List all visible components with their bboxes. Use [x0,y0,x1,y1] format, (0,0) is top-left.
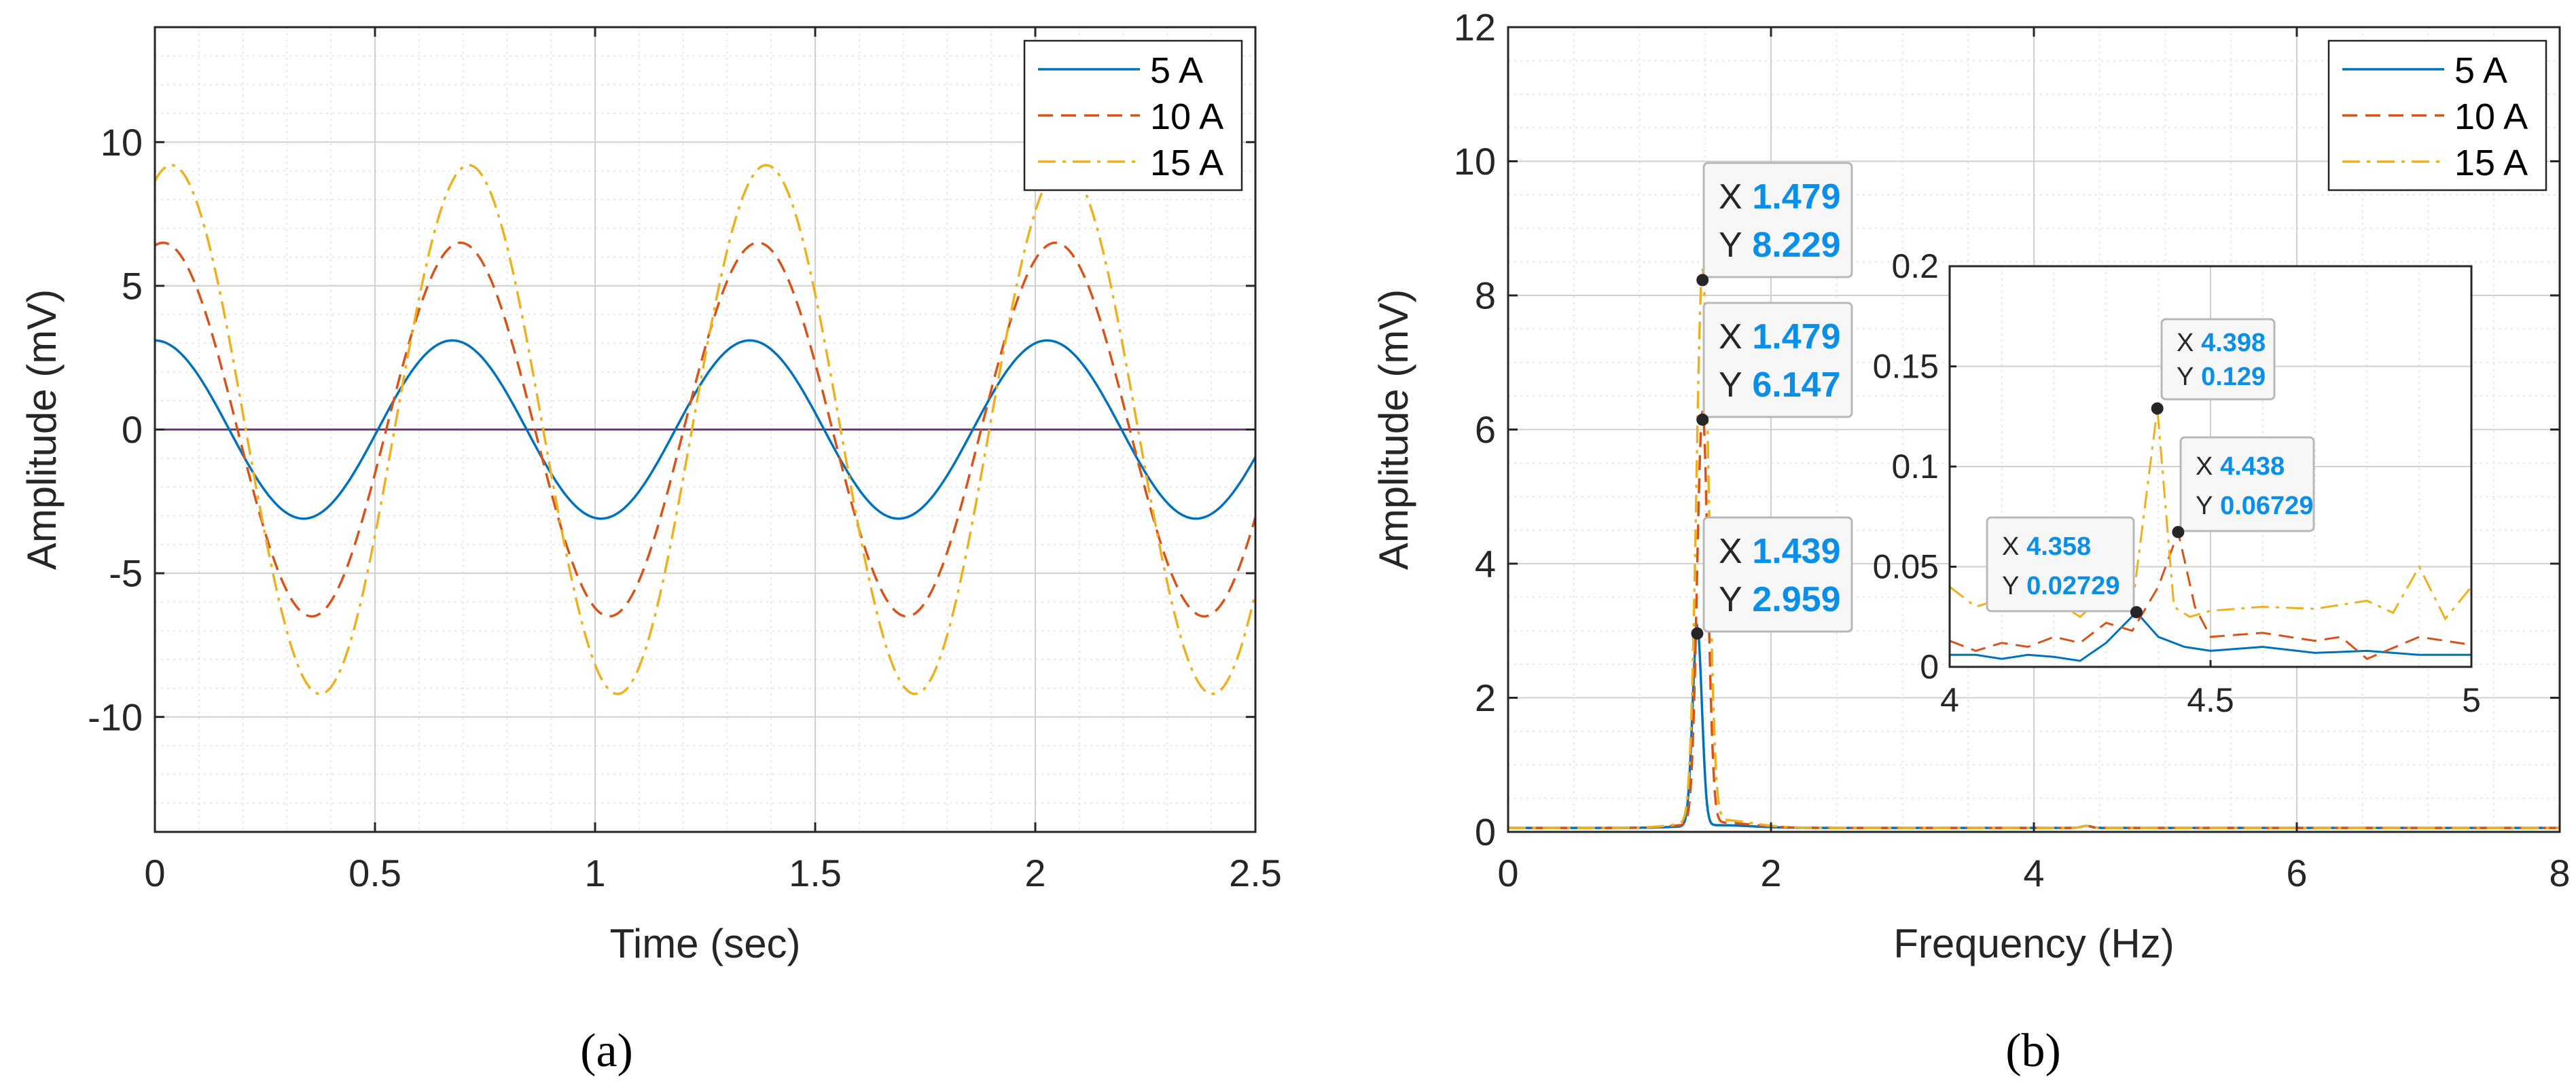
inset-datatip-3-y-label: Y [2002,572,2019,600]
panel-b-datatip-2-y-label: Y [1719,365,1742,405]
panel-a-x-tick-label: 0.5 [348,852,401,894]
panel-b-series-3 [1508,268,2560,829]
inset-datatip-2-x-value: 4.438 [2220,452,2285,481]
panel-b-datatip-3-x-value: 1.439 [1752,532,1840,571]
inset-datatip-1-y-value: 0.129 [2201,363,2266,391]
inset-datatip-1-x-label: X [2177,329,2194,357]
panel-a-x-tick-label: 2.5 [1229,852,1282,894]
inset-series-3 [1949,408,2473,621]
inset-datatip-1-y-label: Y [2177,363,2194,391]
inset-series-1 [1950,611,2471,662]
panel-b-datatip-2-marker [1696,413,1709,426]
panel-b-datatip-1-box [1702,162,1853,278]
panel-b-caption: (b) [2005,1025,2061,1077]
panel-b-datatip-2-box [1702,302,1853,418]
panel-b-legend-label-3: 15 A [2454,143,2528,183]
panel-a-x-tick-label: 1 [584,852,605,894]
inset-datatip-3-x-value: 4.358 [2026,532,2091,561]
panel-a-legend-label-3: 15 A [1150,143,1223,183]
inset-datatip-2-x-label: X [2196,452,2213,481]
inset-datatip-1-marker [2151,402,2164,415]
inset-datatip-2-y-value: 0.06729 [2220,492,2313,520]
inset-datatip-2-box [2179,436,2315,532]
panel-b-legend-label-1: 5 A [2454,50,2507,91]
panel-a-y-tick-label: 0 [122,408,143,451]
inset-y-tick-label: 0.15 [1873,348,1939,386]
inset-datatip-2-y-label: Y [2196,492,2213,520]
inset-x-tick-label: 5 [2462,681,2481,719]
inset-datatip-1-box [2160,318,2276,401]
panel-b-datatip-1-y-label: Y [1719,225,1742,265]
panel-a-x-tick-label: 2 [1024,852,1045,894]
inset-y-tick-label: 0.2 [1891,247,1939,285]
panel-b-datatip-3-y-value: 2.959 [1752,580,1840,619]
panel-a-x-axis-label: Time (sec) [609,921,800,966]
panel-b-y-tick-label: 10 [1454,140,1496,183]
inset-y-tick-label: 0.05 [1873,548,1939,586]
inset-datatip-2-marker [2172,526,2185,539]
panel-a-series-2 [154,241,1257,618]
inset-datatip-3-box [1986,516,2135,613]
panel-a-y-tick-label: -5 [109,552,143,595]
panel-a-legend-label-1: 5 A [1150,50,1203,91]
panel-a-y-axis-label: Amplitude (mV) [19,289,65,570]
panel-b-datatip-1-marker [1696,274,1709,287]
panel-b-x-tick-label: 2 [1760,852,1781,894]
panel-a-legend: 5 A 10 A 15 A [1023,39,1243,192]
panel-b-legend: 5 A 10 A 15 A [2327,39,2547,192]
inset-datatip-1-x-value: 4.398 [2201,329,2266,357]
panel-b-y-tick-label: 2 [1475,676,1496,719]
panel-b-x-axis-label: Frequency (Hz) [1893,921,2174,966]
panel-a-series [154,164,1257,695]
panel-a-series-1 [154,339,1257,520]
panel-a-y-tick-label: -10 [88,695,143,738]
panel-b: 0 2 4 6 8 0 2 4 6 8 10 12 Frequency (Hz) Amplitude … [1371,6,2571,1077]
panel-a-caption: (a) [580,1025,633,1077]
inset-y-tick-label: 0.1 [1891,448,1939,486]
panel-b-y-tick-label: 8 [1475,274,1496,317]
panel-b-y-axis-label: Amplitude (mV) [1371,289,1416,570]
panel-b-y-tick-label: 0 [1475,811,1496,854]
panel-b-datatip-3-marker [1691,627,1704,640]
panel-b-datatip-1-y-value: 8.229 [1752,225,1840,265]
panel-a-y-tick-label: 5 [122,264,143,307]
panel-b-datatip-2-y-value: 6.147 [1752,365,1840,405]
panel-b-legend-label-2: 10 A [2454,96,2528,137]
inset-x-tick-label: 4 [1940,681,1959,719]
panel-b-datatip-3-box [1702,516,1853,633]
panel-a-x-tick-label: 0 [144,852,165,894]
panel-b-datatip-3-x-label: X [1719,532,1742,571]
inset-y-tick-label: 0 [1920,648,1939,686]
panel-b-x-tick-label: 4 [2023,852,2044,894]
panel-b-datatip-1-x-label: X [1719,177,1742,217]
panel-b-ticks: 0 2 4 6 8 0 2 4 6 8 10 12 [1454,6,2571,894]
panel-a-legend-label-2: 10 A [1150,96,1223,137]
panel-b-datatip-3-y-label: Y [1719,580,1742,619]
panel-b-x-tick-label: 8 [2549,852,2570,894]
panel-a-x-tick-label: 1.5 [789,852,842,894]
panel-b-datatip-2-x-label: X [1719,317,1742,357]
panel-b-x-tick-label: 0 [1497,852,1518,894]
panel-a: 0 0.5 1 1.5 2 2.5 -10 -5 0 5 10 Time (sec) Amplitu… [19,26,1282,1077]
panel-a-series-3 [154,164,1257,695]
panel-b-datatip-1-x-value: 1.479 [1752,177,1840,217]
inset-datatip-3-marker [2130,606,2143,619]
inset-datatip-3-y-value: 0.02729 [2026,572,2119,600]
panel-a-ticks: 0 0.5 1 1.5 2 2.5 -10 -5 0 5 10 [88,27,1282,894]
panel-b-datatip-2-x-value: 1.479 [1752,317,1840,357]
inset-datatip-3-x-label: X [2002,532,2019,561]
panel-b-y-tick-label: 12 [1454,6,1496,49]
inset-series-2 [1949,528,2472,660]
panel-b-x-tick-label: 6 [2286,852,2307,894]
inset-x-tick-label: 4.5 [2187,681,2234,719]
panel-b-y-tick-label: 4 [1475,543,1496,585]
panel-b-y-tick-label: 6 [1475,408,1496,451]
panel-a-y-tick-label: 10 [101,121,143,164]
